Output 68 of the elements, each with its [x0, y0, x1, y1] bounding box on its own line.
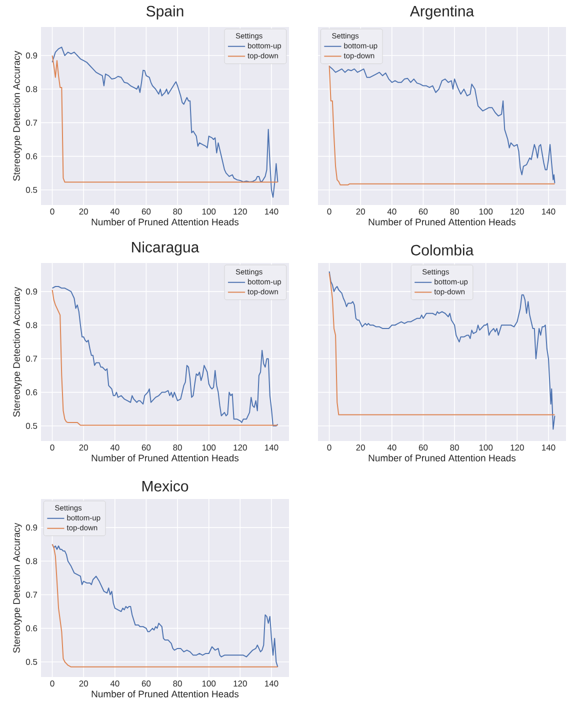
y-tick-label: 0.7: [26, 592, 38, 598]
x-tick-label: 20: [356, 208, 365, 215]
x-axis-title: Number of Pruned Attention Heads: [92, 690, 239, 698]
chart-title: Argentina: [410, 5, 474, 20]
x-tick-label: 0: [327, 444, 332, 451]
y-tick-label: 0.7: [26, 356, 38, 362]
x-tick-label: 100: [202, 444, 216, 451]
y-tick-label: 0.9: [26, 524, 38, 531]
y-axis-title: Stereotype Detection Accuracy: [12, 286, 22, 417]
x-tick-label: 140: [265, 208, 278, 215]
x-tick-label: 140: [542, 208, 556, 215]
x-tick-label: 0: [327, 208, 332, 215]
x-tick-label: 80: [173, 444, 182, 451]
chart-title: Spain: [146, 5, 184, 20]
x-tick-label: 0: [50, 680, 54, 687]
chart-title: Nicaragua: [132, 241, 200, 256]
x-tick-label: 80: [450, 444, 459, 451]
x-tick-label: 80: [450, 208, 459, 215]
x-tick-label: 20: [79, 680, 88, 687]
x-axis-title: Number of Pruned Attention Heads: [92, 218, 239, 226]
x-tick-label: 40: [387, 208, 396, 215]
x-tick-label: 20: [79, 444, 88, 451]
x-tick-label: 60: [142, 444, 151, 451]
y-tick-label: 0.9: [26, 288, 38, 295]
x-tick-label: 60: [418, 444, 428, 451]
x-tick-label: 40: [110, 680, 120, 687]
x-axis-title: Number of Pruned Attention Heads: [368, 218, 516, 226]
y-axis-title: Stereotype Detection Accuracy: [12, 522, 22, 653]
y-tick-label: 0.9: [26, 52, 38, 59]
y-tick-label: 0.8: [26, 86, 38, 92]
x-tick-label: 60: [142, 680, 151, 687]
x-tick-label: 100: [479, 208, 493, 215]
x-tick-label: 100: [479, 444, 493, 451]
x-axis-title: Number of Pruned Attention Heads: [92, 454, 239, 462]
x-tick-label: 40: [110, 208, 120, 215]
x-tick-label: 40: [110, 444, 120, 451]
y-tick-label: 0.6: [26, 625, 38, 632]
x-tick-label: 100: [202, 208, 216, 215]
chart-title: Mexico: [142, 480, 188, 492]
y-tick-label: 0.6: [26, 153, 38, 160]
x-axis-title: Number of Pruned Attention Heads: [368, 454, 516, 462]
y-tick-label: 0.5: [26, 658, 38, 665]
x-tick-label: 80: [173, 680, 182, 687]
x-tick-label: 40: [387, 444, 396, 451]
x-tick-label: 0: [50, 208, 54, 215]
x-tick-label: 100: [202, 680, 216, 687]
y-tick-label: 0.8: [26, 558, 38, 564]
y-tick-label: 0.6: [26, 389, 38, 396]
y-tick-label: 0.8: [26, 322, 38, 328]
y-tick-label: 0.5: [26, 186, 38, 193]
x-tick-label: 140: [265, 444, 278, 451]
x-tick-label: 120: [234, 444, 247, 451]
x-tick-label: 80: [173, 208, 182, 215]
y-axis-title: Stereotype Detection Accuracy: [12, 50, 22, 181]
y-tick-label: 0.7: [26, 120, 38, 126]
x-tick-label: 60: [142, 208, 151, 215]
x-tick-label: 20: [79, 208, 88, 215]
x-tick-label: 120: [510, 444, 524, 451]
x-tick-label: 0: [50, 444, 54, 451]
chart-title: Colombia: [411, 244, 474, 256]
y-tick-label: 0.5: [26, 422, 38, 429]
x-tick-label: 120: [510, 208, 524, 215]
x-tick-label: 140: [265, 680, 278, 687]
x-tick-label: 20: [356, 444, 365, 451]
x-tick-label: 60: [418, 208, 428, 215]
x-tick-label: 140: [542, 444, 556, 451]
x-tick-label: 120: [234, 680, 247, 687]
x-tick-label: 120: [234, 208, 247, 215]
